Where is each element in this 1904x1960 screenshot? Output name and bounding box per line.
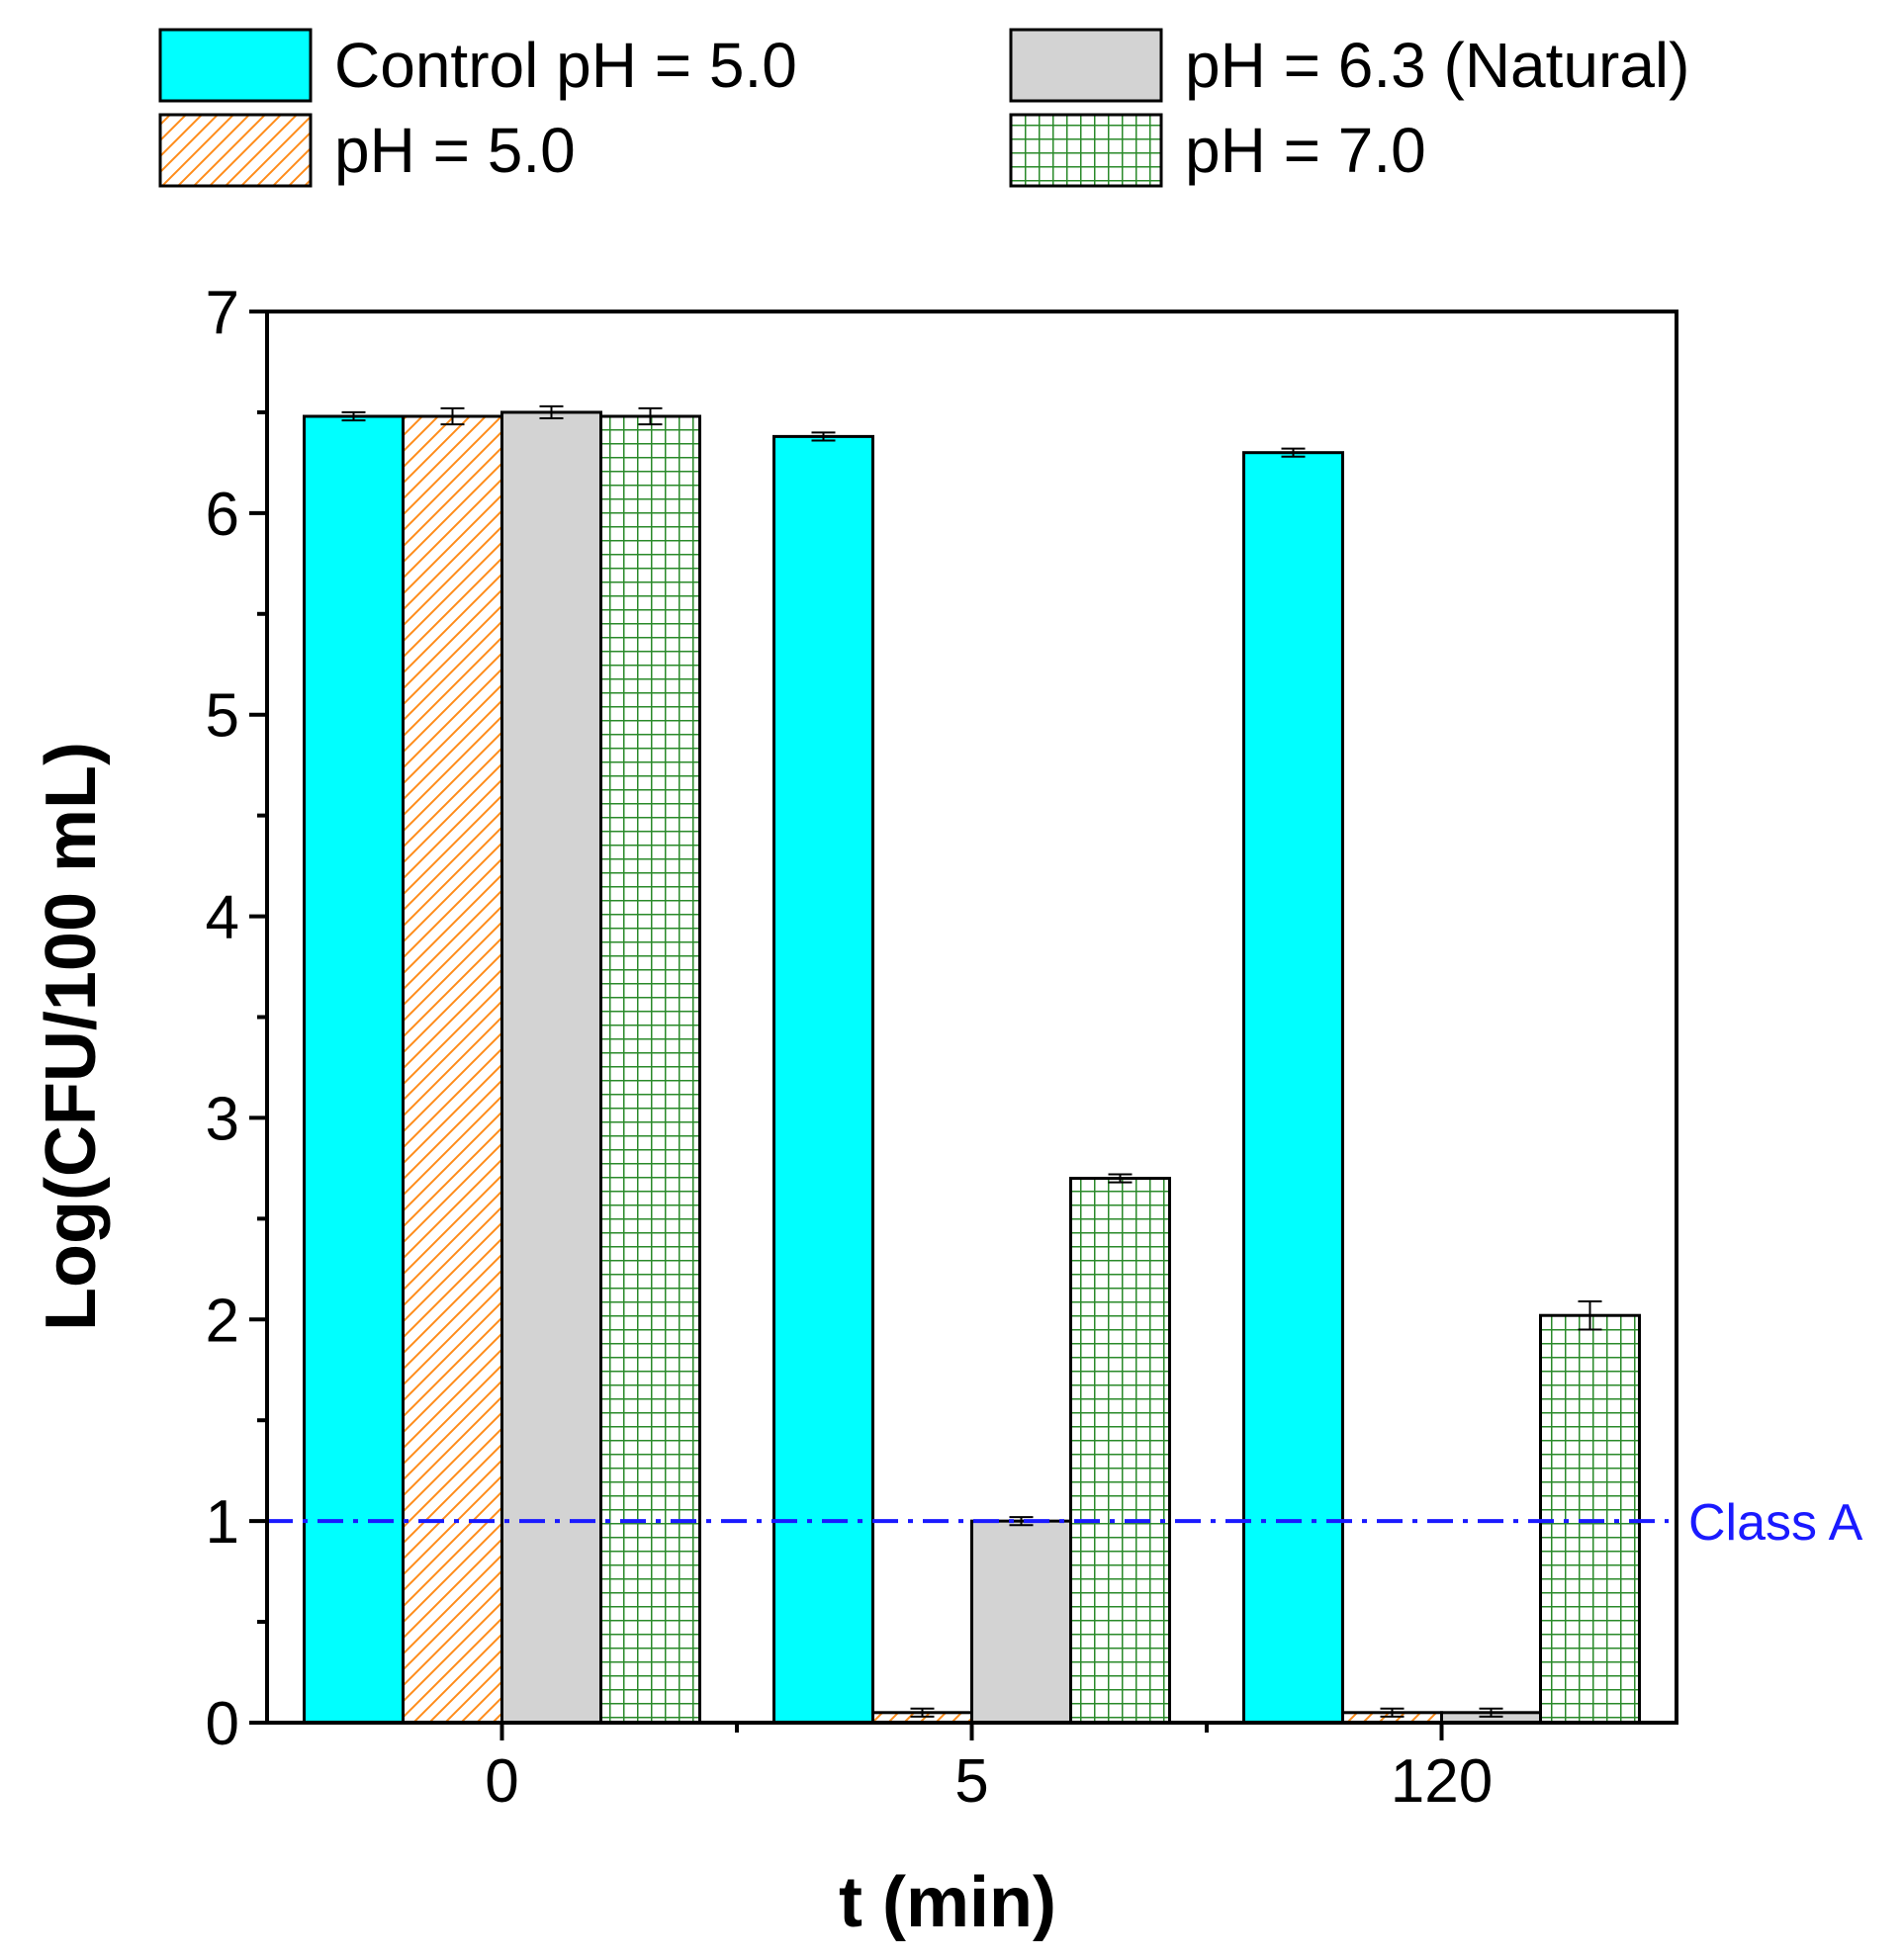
legend-label-ph-7-0: pH = 7.0 (1185, 115, 1426, 186)
y-tick-label: 7 (206, 279, 239, 347)
legend-swatch-ph-7-0 (1009, 113, 1163, 188)
bar-ph-6-3-natural-t0 (500, 410, 602, 1725)
bar-control-ph-5-0-t120 (1242, 451, 1344, 1725)
y-tick-label: 0 (206, 1690, 239, 1758)
legend-label-ph-6-3-natural: pH = 6.3 (Natural) (1185, 30, 1689, 101)
x-axis-title: t (min) (839, 1863, 1056, 1942)
bar-ph-5-0-t0 (402, 414, 503, 1725)
plot-area: Class A 0 1 2 3 4 5 6 7 0 5 120 (206, 279, 1863, 1816)
bar-ph-7-0-t0 (599, 414, 701, 1725)
y-tick-label: 5 (206, 682, 239, 751)
bar-control-ph-5-0-t0 (303, 414, 405, 1725)
x-tick-label: 0 (485, 1747, 518, 1816)
legend-swatch-ph-6-3-natural (1009, 28, 1163, 103)
y-tick-label: 6 (206, 481, 239, 549)
legend-swatch-ph-5-0 (158, 113, 313, 188)
y-axis-title: Log(CFU/100 mL) (32, 742, 111, 1331)
legend-label-ph-5-0: pH = 5.0 (334, 115, 576, 186)
bar-ph-7-0-t5 (1069, 1177, 1171, 1725)
bar-ph-7-0-t120 (1539, 1313, 1641, 1725)
legend: Control pH = 5.0 pH = 5.0 pH = 6.3 (Natura… (158, 28, 1689, 188)
y-tick-label: 3 (206, 1085, 239, 1153)
legend-label-control-ph-5-0: Control pH = 5.0 (334, 30, 797, 101)
x-tick-label: 5 (954, 1747, 988, 1816)
y-tick-label: 4 (206, 884, 239, 952)
legend-swatch-control-ph-5-0 (158, 28, 313, 103)
y-tick-label: 1 (206, 1488, 239, 1557)
bar-control-ph-5-0-t5 (772, 434, 874, 1725)
bar-ph-6-3-natural-t5 (970, 1519, 1072, 1725)
x-tick-label: 120 (1391, 1747, 1493, 1816)
y-tick-label: 2 (206, 1287, 239, 1355)
reference-line-label: Class A (1688, 1494, 1863, 1552)
